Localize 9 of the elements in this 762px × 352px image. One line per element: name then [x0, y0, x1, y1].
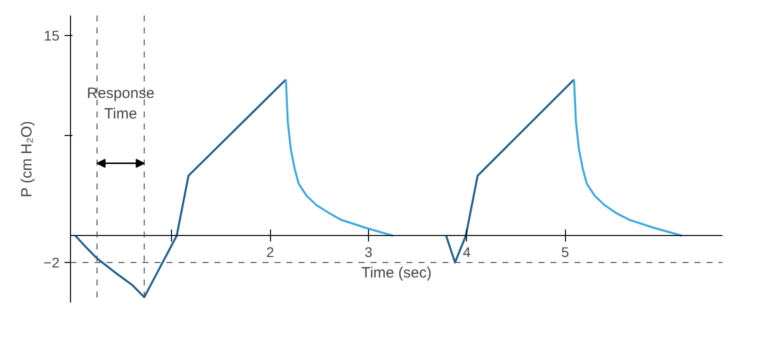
y-tick-label: −2	[44, 254, 60, 270]
x-tick-label: 3	[364, 244, 373, 260]
annotation: Response Time	[86, 85, 154, 122]
x-tick-label: 2	[266, 244, 274, 260]
x-tick-label: 5	[561, 244, 570, 260]
x-axis-title: Time (sec)	[361, 264, 432, 282]
y-axis-title: P (cm H₂O)	[18, 120, 36, 198]
y-tick-label: 15	[44, 28, 60, 44]
x-tick-label: 4	[462, 244, 471, 260]
